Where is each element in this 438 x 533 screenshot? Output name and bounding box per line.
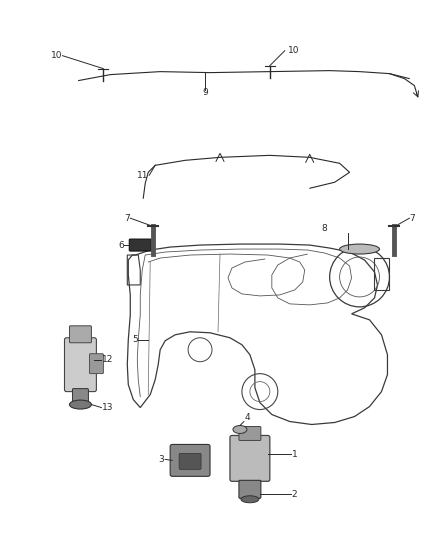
Text: 10: 10	[51, 51, 63, 60]
FancyBboxPatch shape	[72, 389, 88, 402]
Text: 9: 9	[202, 88, 208, 97]
Ellipse shape	[233, 425, 247, 433]
Text: 7: 7	[410, 214, 415, 223]
Text: 7: 7	[124, 214, 130, 223]
Ellipse shape	[241, 496, 259, 503]
FancyBboxPatch shape	[70, 326, 92, 343]
Ellipse shape	[70, 400, 92, 409]
Text: 13: 13	[102, 403, 114, 412]
FancyBboxPatch shape	[89, 354, 103, 374]
Text: 10: 10	[288, 46, 299, 55]
FancyBboxPatch shape	[179, 454, 201, 470]
FancyBboxPatch shape	[129, 239, 151, 251]
Text: 8: 8	[322, 224, 328, 232]
FancyBboxPatch shape	[170, 445, 210, 477]
Text: 3: 3	[159, 455, 164, 464]
Text: 12: 12	[102, 355, 114, 364]
Text: 5: 5	[133, 335, 138, 344]
Text: 4: 4	[244, 413, 250, 422]
Text: 6: 6	[119, 240, 124, 249]
FancyBboxPatch shape	[64, 338, 96, 392]
FancyBboxPatch shape	[239, 426, 261, 440]
FancyBboxPatch shape	[230, 435, 270, 481]
Text: 2: 2	[292, 490, 297, 499]
Ellipse shape	[339, 244, 379, 254]
Text: 1: 1	[292, 450, 297, 459]
FancyBboxPatch shape	[239, 480, 261, 498]
Text: 11: 11	[137, 171, 148, 180]
